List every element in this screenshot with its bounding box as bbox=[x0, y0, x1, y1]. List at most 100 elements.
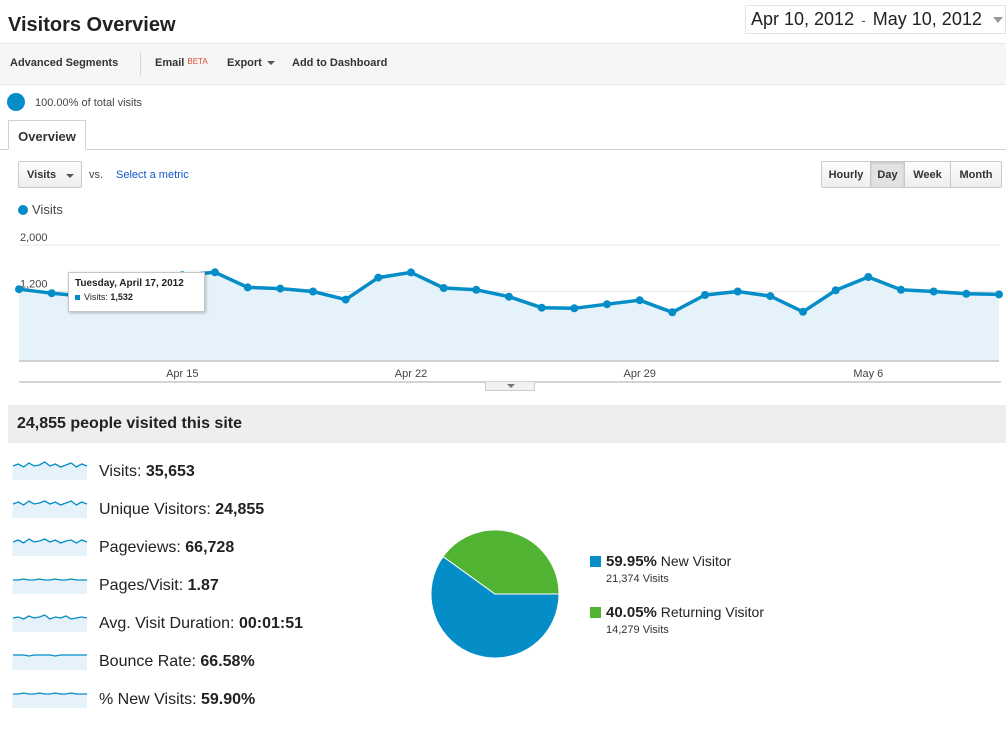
sparkline-line bbox=[13, 692, 87, 695]
tab-overview[interactable]: Overview bbox=[8, 120, 86, 150]
chart-data-point[interactable] bbox=[570, 304, 579, 313]
stat-row[interactable]: Visits: 35,653 bbox=[12, 458, 392, 488]
email-button[interactable]: Email BETA bbox=[155, 57, 208, 69]
chart-data-point[interactable] bbox=[472, 285, 481, 294]
chart-data-point[interactable] bbox=[995, 290, 1003, 299]
sparkline-icon bbox=[12, 538, 88, 556]
export-button[interactable]: Export bbox=[227, 57, 275, 69]
chart-data-point[interactable] bbox=[276, 284, 285, 293]
pie-legend-line: 40.05% Returning Visitor bbox=[606, 604, 764, 621]
chevron-down-icon bbox=[66, 174, 74, 178]
stat-label: Visits: 35,653 bbox=[99, 463, 195, 481]
stat-row[interactable]: Pageviews: 66,728 bbox=[12, 534, 392, 564]
stat-value: 66.58% bbox=[200, 653, 255, 670]
chart-data-point[interactable] bbox=[701, 291, 709, 299]
chart-data-point[interactable] bbox=[864, 273, 873, 281]
sparkline-line bbox=[12, 538, 88, 544]
granularity-buttons: Hourly Day Week Month bbox=[821, 161, 1002, 188]
chart-data-point[interactable] bbox=[47, 289, 56, 298]
export-label: Export bbox=[227, 57, 262, 69]
sparkline-area bbox=[12, 501, 87, 518]
pie-slice[interactable] bbox=[442, 529, 560, 595]
beta-badge: BETA bbox=[187, 57, 208, 66]
sparkline-icon bbox=[12, 654, 87, 670]
chart-data-point[interactable] bbox=[243, 283, 252, 292]
advanced-segments-button[interactable]: Advanced Segments bbox=[10, 57, 119, 69]
chart-data-point[interactable] bbox=[537, 303, 546, 312]
chart-data-point[interactable] bbox=[15, 285, 23, 294]
chart-data-point[interactable] bbox=[439, 284, 448, 292]
date-separator: - bbox=[861, 12, 866, 28]
sparkline-icon bbox=[12, 614, 88, 632]
hourly-button[interactable]: Hourly bbox=[822, 162, 871, 187]
date-range-picker[interactable]: Apr 10, 2012 - May 10, 2012 bbox=[745, 5, 1006, 34]
tooltip-metric: Visits: bbox=[84, 292, 108, 302]
visitor-type-pie-chart bbox=[430, 529, 560, 659]
sparkline-icon bbox=[12, 692, 87, 708]
sparkline-area bbox=[12, 693, 87, 708]
sparkline-line bbox=[12, 461, 88, 468]
stat-row[interactable]: % New Visits: 59.90% bbox=[12, 686, 392, 716]
stat-label: Bounce Rate: 66.58% bbox=[99, 653, 255, 671]
sparkline-area bbox=[12, 615, 87, 632]
y-tick-label: 1,200 bbox=[20, 279, 48, 291]
legend-visits-swatch bbox=[18, 205, 28, 215]
page-title: Visitors Overview bbox=[8, 14, 176, 36]
stat-label: % New Visits: 59.90% bbox=[99, 691, 255, 709]
chart-data-point[interactable] bbox=[766, 292, 775, 301]
sparkline-icon bbox=[12, 461, 88, 480]
sparkline-icon bbox=[12, 500, 88, 518]
toolbar-divider bbox=[140, 53, 141, 75]
stat-name: Unique Visitors: bbox=[99, 501, 211, 518]
chart-data-point[interactable] bbox=[929, 287, 938, 296]
sparkline-icon bbox=[12, 578, 87, 594]
chart-data-point[interactable] bbox=[668, 308, 677, 317]
stat-row[interactable]: Pages/Visit: 1.87 bbox=[12, 572, 392, 602]
metric-select[interactable]: Visits bbox=[18, 161, 82, 188]
sparkline-line bbox=[12, 614, 88, 620]
chart-data-point[interactable] bbox=[505, 292, 513, 301]
week-button[interactable]: Week bbox=[905, 162, 951, 187]
add-to-dashboard-button[interactable]: Add to Dashboard bbox=[292, 57, 388, 69]
stat-row[interactable]: Avg. Visit Duration: 00:01:51 bbox=[12, 610, 392, 640]
chart-tooltip: Tuesday, April 17, 2012 Visits: 1,532 bbox=[68, 272, 205, 312]
sparkline-line bbox=[13, 654, 87, 657]
chart-data-point[interactable] bbox=[831, 286, 840, 295]
day-button[interactable]: Day bbox=[871, 162, 905, 187]
select-metric-link[interactable]: Select a metric bbox=[116, 169, 189, 181]
stat-value: 1.87 bbox=[187, 577, 219, 594]
date-end: May 10, 2012 bbox=[872, 9, 982, 29]
chart-data-point[interactable] bbox=[309, 287, 317, 296]
stat-value: 00:01:51 bbox=[238, 615, 303, 632]
chart-data-point[interactable] bbox=[211, 268, 219, 277]
chart-data-point[interactable] bbox=[799, 307, 807, 316]
segment-pie-icon bbox=[7, 93, 25, 111]
stat-label: Avg. Visit Duration: 00:01:51 bbox=[99, 615, 303, 633]
sparkline-area bbox=[12, 579, 87, 594]
stat-row[interactable]: Bounce Rate: 66.58% bbox=[12, 648, 392, 678]
summary-headline: 24,855 people visited this site bbox=[8, 405, 1006, 443]
chart-data-point[interactable] bbox=[603, 300, 611, 309]
month-button[interactable]: Month bbox=[951, 162, 1001, 187]
chart-data-point[interactable] bbox=[374, 273, 383, 282]
stat-name: Pageviews: bbox=[99, 539, 181, 556]
chart-data-point[interactable] bbox=[897, 285, 905, 294]
pie-slice[interactable] bbox=[430, 555, 560, 659]
chart-data-point[interactable] bbox=[733, 287, 742, 296]
chart-data-point[interactable] bbox=[962, 289, 971, 298]
segment-suffix: of total visits bbox=[81, 97, 143, 109]
x-tick-label: Apr 29 bbox=[623, 368, 655, 380]
vs-label: vs. bbox=[89, 169, 104, 181]
sparkline-line bbox=[12, 500, 88, 506]
chart-data-point[interactable] bbox=[407, 268, 415, 277]
stat-name: % New Visits: bbox=[99, 691, 197, 708]
chevron-down-icon[interactable] bbox=[993, 17, 1003, 23]
stat-row[interactable]: Unique Visitors: 24,855 bbox=[12, 496, 392, 526]
chart-expand-handle[interactable] bbox=[485, 382, 535, 391]
tab-divider bbox=[0, 149, 1006, 150]
tooltip-swatch bbox=[75, 295, 80, 301]
chart-data-point[interactable] bbox=[635, 296, 644, 305]
stat-value: 35,653 bbox=[145, 463, 195, 480]
stat-value: 24,855 bbox=[215, 501, 265, 518]
chart-data-point[interactable] bbox=[341, 295, 350, 304]
